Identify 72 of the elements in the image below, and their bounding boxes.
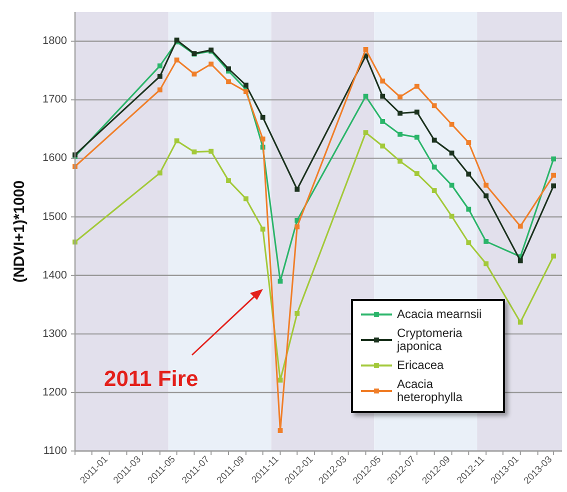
point — [466, 240, 472, 246]
point — [157, 87, 162, 92]
point — [484, 182, 489, 188]
point — [484, 193, 489, 198]
y-tick-label: 1400 — [42, 269, 67, 282]
y-tick-label: 1300 — [42, 328, 67, 340]
y-tick-label: 1100 — [43, 444, 67, 457]
point — [466, 206, 472, 212]
point — [278, 428, 283, 433]
point — [192, 72, 197, 76]
point — [466, 140, 472, 145]
point — [244, 82, 248, 88]
legend-label: Cryptomeria japonica — [396, 326, 463, 353]
point — [363, 130, 368, 136]
y-tick-label: 1800 — [42, 35, 67, 48]
y-tick-label: 1600 — [42, 152, 67, 164]
point — [278, 378, 283, 383]
y-tick-label: 1500 — [42, 210, 67, 223]
point — [380, 119, 386, 124]
point — [380, 144, 386, 148]
point — [432, 188, 437, 193]
point — [414, 110, 420, 115]
point — [157, 63, 162, 68]
point — [398, 132, 402, 137]
point — [226, 178, 231, 184]
point — [551, 172, 556, 178]
point — [174, 58, 180, 62]
point — [192, 149, 197, 154]
point — [398, 158, 402, 164]
point — [432, 103, 437, 108]
point — [432, 164, 437, 170]
point — [432, 138, 437, 143]
point — [551, 183, 556, 188]
point — [157, 74, 162, 79]
point — [518, 224, 523, 229]
point — [226, 79, 231, 84]
point — [414, 134, 420, 140]
point — [484, 261, 489, 266]
point — [226, 66, 231, 72]
annotation: 2011 Fire — [104, 366, 198, 391]
legend-label: Acacia mearnsii — [397, 307, 482, 321]
point — [294, 186, 300, 192]
point — [484, 239, 489, 244]
legend-label: Acacia heterophylla — [397, 377, 463, 404]
point — [449, 150, 454, 156]
point — [244, 196, 248, 202]
point — [398, 94, 402, 100]
point — [551, 156, 556, 162]
point — [294, 224, 300, 230]
point — [380, 94, 386, 99]
point — [380, 78, 386, 84]
point — [518, 258, 523, 264]
point — [449, 122, 454, 127]
y-tick-label: 1200 — [42, 386, 67, 398]
point — [244, 89, 248, 94]
point — [260, 226, 266, 232]
point — [398, 110, 402, 116]
point — [414, 84, 420, 89]
point — [414, 171, 420, 176]
point — [294, 311, 300, 316]
point — [363, 47, 368, 52]
point — [518, 320, 523, 325]
point — [466, 172, 472, 177]
legend-label: Ericacea — [397, 358, 444, 372]
point — [157, 170, 162, 176]
point — [551, 254, 556, 259]
point — [208, 148, 214, 154]
point — [208, 62, 214, 67]
y-tick-label: 1700 — [42, 94, 67, 106]
y-axis-title: (NDVI+1)*1000 — [10, 180, 28, 283]
point — [260, 114, 266, 120]
point — [260, 136, 266, 142]
